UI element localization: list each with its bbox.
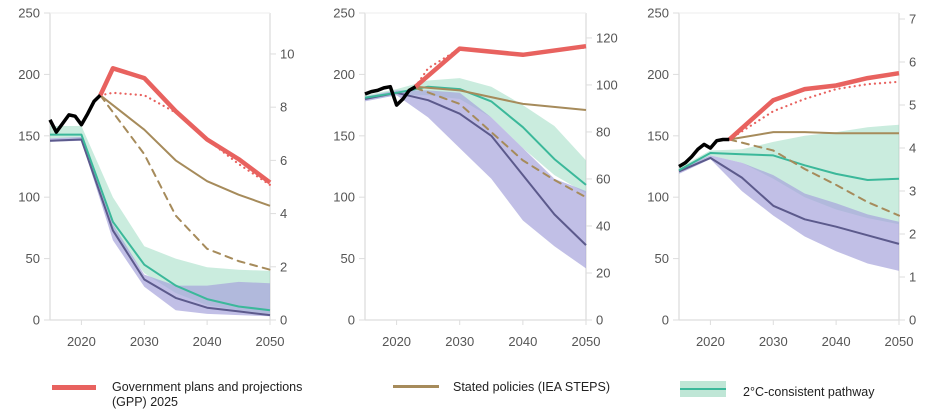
y-tick-label: 100 bbox=[647, 190, 669, 205]
y-tick-label: 100 bbox=[18, 190, 40, 205]
line-gpp bbox=[727, 70, 900, 142]
band-1-5c bbox=[365, 90, 586, 269]
y-tick-label: 0 bbox=[348, 313, 355, 328]
line-steps-dashed bbox=[728, 138, 900, 217]
x-tick-label: 2030 bbox=[759, 334, 788, 349]
y2-tick-label: 5 bbox=[909, 98, 916, 113]
y2-tick-label: 7 bbox=[909, 12, 916, 27]
y2-tick-label: 0 bbox=[280, 313, 287, 328]
y2-tick-label: 100 bbox=[596, 77, 618, 92]
y-tick-label: 250 bbox=[647, 6, 669, 21]
y2-tick-label: 1 bbox=[909, 270, 916, 285]
line-gpp-dotted bbox=[99, 91, 272, 186]
band-1-5c bbox=[50, 137, 270, 317]
y-tick-label: 200 bbox=[18, 67, 40, 82]
line-steps-dashed bbox=[99, 94, 271, 271]
y-tick-label: 150 bbox=[333, 128, 355, 143]
legend-2c-label: 2°C-consistent pathway bbox=[743, 385, 875, 399]
line-steps bbox=[415, 85, 587, 111]
line-gpp-dotted bbox=[414, 46, 588, 88]
line-steps-dashed bbox=[414, 86, 587, 199]
x-tick-label: 2030 bbox=[445, 334, 474, 349]
y-tick-label: 200 bbox=[333, 67, 355, 82]
y2-tick-label: 3 bbox=[909, 184, 916, 199]
x-tick-label: 2020 bbox=[696, 334, 725, 349]
x-tick-label: 2030 bbox=[130, 334, 159, 349]
y2-tick-label: 6 bbox=[280, 153, 287, 168]
y-tick-label: 250 bbox=[18, 6, 40, 21]
legend-gpp-text-line2: (GPP) 2025 bbox=[112, 395, 179, 409]
x-tick-label: 2040 bbox=[508, 334, 537, 349]
x-tick-label: 2040 bbox=[822, 334, 851, 349]
line-1-5c-median bbox=[364, 91, 587, 246]
y2-tick-label: 0 bbox=[909, 313, 916, 328]
y2-tick-label: 40 bbox=[596, 218, 610, 233]
line-2c-median bbox=[50, 133, 271, 312]
line-historical bbox=[48, 94, 102, 134]
y2-tick-label: 2 bbox=[909, 227, 916, 242]
line-historical bbox=[364, 84, 417, 107]
x-tick-label: 2020 bbox=[67, 334, 96, 349]
x-tick-label: 2020 bbox=[382, 334, 411, 349]
line-1-5c-median bbox=[49, 138, 271, 317]
panel-coal: 0 50 100 150 200 250 0 2 4 6 8 10 2020 2030 2040 2050 bbox=[18, 6, 294, 350]
line-1-5c-median bbox=[678, 156, 900, 245]
band-2c bbox=[365, 78, 586, 194]
y2-tick-label: 4 bbox=[909, 141, 916, 156]
line-historical bbox=[678, 137, 730, 169]
x-tick-label: 2040 bbox=[193, 334, 222, 349]
y2-tick-label: 80 bbox=[596, 124, 610, 139]
panel-gas: 0 50 100 150 200 250 0 1 2 3 4 5 6 7 2020 2030 2040 2050 bbox=[647, 6, 916, 350]
y2-tick-label: 4 bbox=[280, 206, 287, 221]
line-steps bbox=[99, 94, 271, 207]
line-2c-median bbox=[678, 152, 900, 181]
y2-tick-label: 2 bbox=[280, 259, 287, 274]
legend-gpp-text: Government plans and projections bbox=[112, 380, 303, 394]
y-tick-label: 150 bbox=[647, 128, 669, 143]
legend-gpp-swatch bbox=[52, 385, 96, 390]
y-tick-label: 50 bbox=[26, 251, 40, 266]
y2-tick-label: 10 bbox=[280, 46, 294, 61]
y2-tick-label: 60 bbox=[596, 171, 610, 186]
y2-tick-label: 6 bbox=[909, 55, 916, 70]
y-tick-label: 150 bbox=[18, 128, 40, 143]
line-steps bbox=[729, 131, 899, 141]
y-tick-label: 200 bbox=[647, 67, 669, 82]
legend-steps-swatch bbox=[393, 385, 439, 388]
legend-2c-swatch bbox=[680, 381, 726, 397]
y2-tick-label: 0 bbox=[596, 313, 603, 328]
x-tick-label: 2050 bbox=[572, 334, 601, 349]
y2-tick-label: 20 bbox=[596, 265, 610, 280]
y-tick-label: 0 bbox=[662, 313, 669, 328]
y2-tick-label: 8 bbox=[280, 100, 287, 115]
legend-steps-label: Stated policies (IEA STEPS) bbox=[453, 380, 611, 394]
line-2c-median bbox=[364, 85, 587, 186]
band-2c bbox=[679, 124, 899, 225]
line-gpp-dotted bbox=[728, 80, 901, 141]
y-tick-label: 50 bbox=[655, 251, 669, 266]
y-tick-label: 100 bbox=[333, 190, 355, 205]
x-tick-label: 2050 bbox=[885, 334, 914, 349]
line-gpp bbox=[98, 66, 272, 185]
legend-gpp-label: Government plans and projections (GPP) 2… bbox=[112, 380, 302, 410]
y-tick-label: 250 bbox=[333, 6, 355, 21]
y-tick-label: 50 bbox=[341, 251, 355, 266]
y-tick-label: 0 bbox=[33, 313, 40, 328]
x-tick-label: 2050 bbox=[256, 334, 285, 349]
y2-tick-label: 120 bbox=[596, 30, 618, 45]
